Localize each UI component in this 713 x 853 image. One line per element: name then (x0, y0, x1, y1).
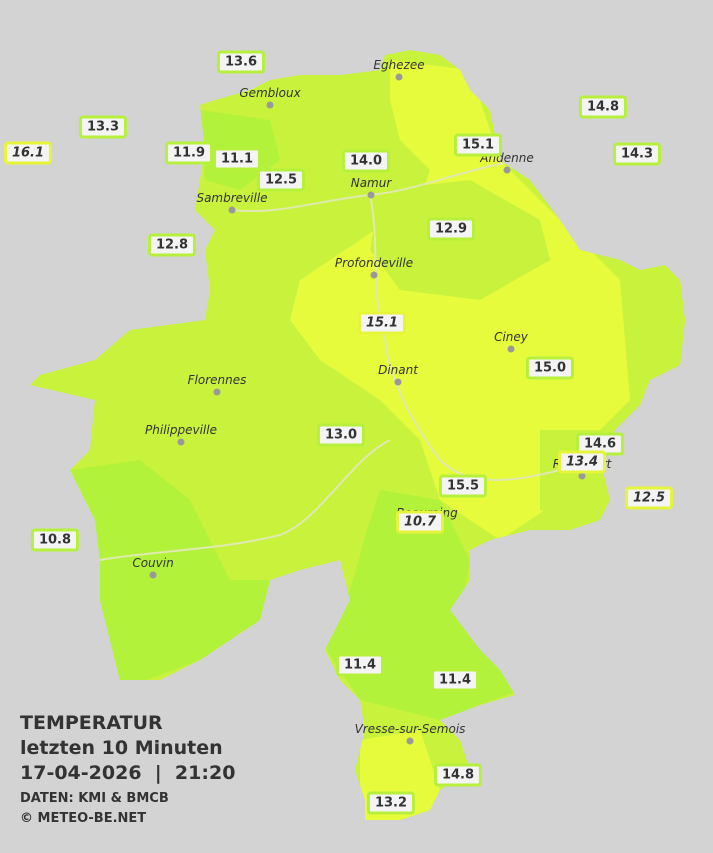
station-temperature: 14.0 (341, 149, 391, 173)
station-temperature: 15.1 (357, 311, 407, 335)
station-temperature: 12.5 (256, 168, 306, 192)
station-temperature: 11.4 (430, 668, 480, 692)
legend-subtitle: letzten 10 Minuten (20, 737, 223, 759)
station-temperature: 12.5 (624, 486, 674, 510)
town-label: Eghezee (373, 58, 425, 72)
station-temperature: 13.4 (557, 450, 607, 474)
station-temperature: 16.1 (3, 141, 53, 165)
town-dot (149, 571, 157, 579)
station-temperature: 10.7 (395, 510, 445, 534)
town-label: Ciney (494, 330, 528, 344)
legend-datetime: 17-04-2026 | 21:20 (20, 762, 236, 784)
station-temperature: 11.1 (212, 147, 262, 171)
town-dot (213, 388, 221, 396)
station-temperature: 15.5 (438, 474, 488, 498)
town-label: Dinant (378, 363, 418, 377)
station-temperature: 14.8 (578, 95, 628, 119)
town-dot (370, 271, 378, 279)
town-label: Namur (350, 176, 392, 190)
town-label: Profondeville (334, 256, 414, 270)
town-label: Couvin (132, 556, 174, 570)
town-dot (177, 438, 185, 446)
town-dots (149, 73, 586, 745)
town-dot (503, 166, 511, 174)
town-dot (266, 101, 274, 109)
town-label: Philippeville (145, 423, 217, 437)
legend-source: DATEN: KMI & BMCB (20, 791, 169, 806)
station-temperature: 11.9 (164, 141, 214, 165)
station-temperature: 12.8 (147, 233, 197, 257)
town-dot (395, 73, 403, 81)
station-temperature: 15.1 (453, 133, 503, 157)
town-dot (228, 206, 236, 214)
legend-copyright: © METEO-BE.NET (20, 811, 147, 826)
town-dot (507, 345, 515, 353)
station-temperature: 13.0 (316, 423, 366, 447)
town-dot (406, 737, 414, 745)
station-temperature: 14.6 (575, 432, 625, 456)
town-dot (578, 472, 586, 480)
station-temperature: 14.3 (612, 142, 662, 166)
town-label: Sambreville (196, 191, 268, 205)
station-temperature: 13.6 (216, 50, 266, 74)
town-dot (394, 378, 402, 386)
town-dot (367, 191, 375, 199)
station-temperature: 11.4 (335, 653, 385, 677)
station-temperature: 15.0 (525, 356, 575, 380)
station-temperature: 14.8 (433, 763, 483, 787)
station-temperature: 10.8 (30, 528, 80, 552)
legend-title: TEMPERATUR (20, 712, 163, 734)
town-label: Florennes (187, 373, 247, 387)
station-temperature: 13.2 (366, 791, 416, 815)
town-label: Gembloux (239, 86, 301, 100)
station-temperature: 13.3 (78, 115, 128, 139)
station-temperature: 12.9 (426, 217, 476, 241)
town-label: Vresse-sur-Semois (354, 722, 466, 736)
